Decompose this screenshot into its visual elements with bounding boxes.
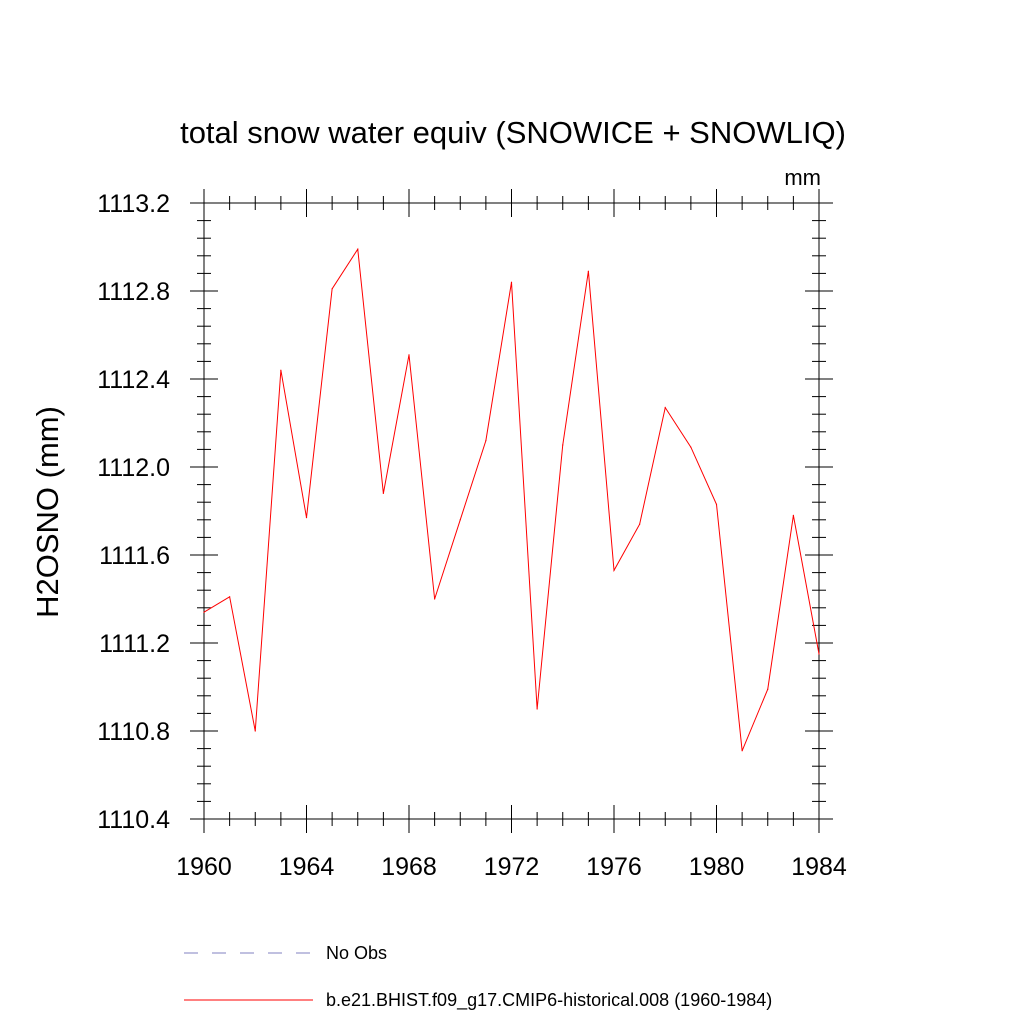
data-point — [203, 611, 205, 613]
data-point — [229, 596, 231, 598]
data-point — [485, 440, 487, 442]
data-point — [536, 708, 538, 710]
x-tick-label: 1980 — [689, 853, 745, 881]
chart-title: total snow water equiv (SNOWICE + SNOWLI… — [180, 115, 846, 150]
data-point — [741, 750, 743, 752]
data-point — [459, 519, 461, 521]
data-point — [767, 688, 769, 690]
y-tick-label: 1112.4 — [97, 366, 170, 394]
data-point — [639, 523, 641, 525]
unit-label: mm — [784, 165, 821, 190]
data-point — [408, 354, 410, 356]
data-point — [690, 446, 692, 448]
y-tick-label: 1111.2 — [99, 630, 170, 658]
major-ticks — [190, 189, 833, 833]
series-line-1 — [203, 247, 820, 751]
x-tick-label: 1972 — [484, 853, 540, 881]
series-layer — [203, 247, 820, 752]
y-tick-label: 1113.2 — [97, 190, 170, 218]
data-point — [792, 514, 794, 517]
data-point — [587, 270, 589, 272]
y-tick-label: 1112.8 — [97, 278, 170, 306]
data-point — [613, 569, 615, 572]
legend-label: No Obs — [326, 943, 387, 963]
data-point — [331, 288, 333, 290]
data-point — [664, 407, 666, 409]
data-point — [715, 503, 718, 505]
x-tick-label: 1964 — [279, 853, 335, 881]
data-point — [562, 444, 564, 446]
x-tick-label: 1960 — [176, 853, 232, 881]
x-tick-label: 1976 — [586, 853, 642, 881]
y-tick-labels: 1110.4 1110.8 1111.2 1111.6 1112.0 1112.4 1112… — [97, 190, 170, 834]
minor-ticks — [197, 196, 826, 826]
data-point — [510, 281, 513, 283]
data-point — [434, 598, 436, 600]
data-point — [357, 248, 359, 250]
data-point — [254, 730, 256, 732]
legend-label: b.e21.BHIST.f09_g17.CMIP6-historical.008… — [326, 990, 772, 1011]
x-tick-labels: 1960 1964 1968 1972 1976 1980 1984 — [176, 853, 847, 881]
y-tick-label: 1110.4 — [97, 806, 170, 834]
y-tick-label: 1112.0 — [97, 454, 170, 482]
y-axis-label: H2OSNO (mm) — [30, 406, 65, 618]
y-tick-label: 1111.6 — [99, 542, 170, 570]
plot-frame — [203, 202, 820, 820]
legend: No Obs b.e21.BHIST.f09_g17.CMIP6-historic… — [184, 943, 772, 1011]
y-tick-label: 1110.8 — [97, 718, 170, 746]
data-point — [280, 369, 282, 371]
data-point — [305, 517, 308, 519]
x-tick-label: 1968 — [381, 853, 437, 881]
x-tick-label: 1984 — [791, 853, 847, 881]
data-point — [818, 653, 820, 655]
data-point — [382, 492, 384, 494]
